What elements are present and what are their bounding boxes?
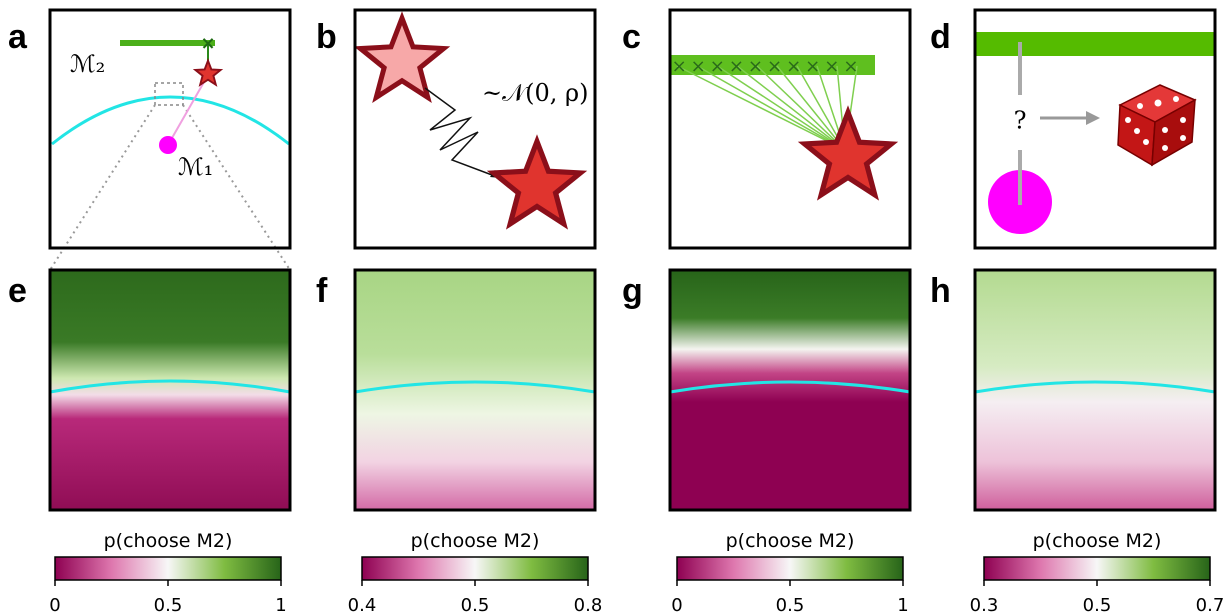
x-markers: ×××××××××× — [672, 56, 863, 77]
tick-label: 0.4 — [348, 595, 377, 614]
heatmap-h — [975, 270, 1215, 510]
noise-label: ~𝒩(0, ρ) — [482, 79, 588, 107]
question: ? — [1014, 107, 1027, 135]
x-marker: × — [200, 33, 215, 54]
colorbar-label: p(choose M2) — [1033, 530, 1162, 552]
tick-label: 1 — [897, 595, 908, 614]
zoom-box — [155, 83, 183, 105]
zoom-line — [50, 105, 155, 270]
tick-label: 0.5 — [1083, 595, 1112, 614]
zoom-line — [183, 105, 290, 270]
m1-dot — [159, 136, 177, 154]
arrowhead — [1086, 111, 1100, 125]
colorbar — [677, 557, 903, 580]
panel-label: f — [316, 272, 328, 310]
star — [195, 61, 220, 85]
tick-label: 0.8 — [574, 595, 603, 614]
colorbar — [362, 557, 588, 580]
panel-c: ×××××××××× — [670, 10, 910, 248]
panel-label: c — [622, 18, 641, 56]
panel-a: × ℳ₂ ℳ₁ — [50, 10, 290, 270]
m2-bar — [975, 32, 1215, 56]
panel-label: a — [8, 18, 28, 56]
heatmap — [50, 270, 290, 510]
star — [494, 142, 581, 224]
links — [677, 66, 857, 150]
tick-label: 0 — [49, 595, 60, 614]
m1-label: ℳ₁ — [178, 153, 213, 181]
tick-label: 1 — [275, 595, 286, 614]
heatmap-f — [355, 270, 595, 510]
panel-b: ~𝒩(0, ρ) — [355, 10, 595, 248]
star — [360, 18, 443, 97]
tick-label: 0.3 — [970, 595, 999, 614]
link — [168, 75, 208, 145]
heatmap — [975, 270, 1215, 510]
m2-label: ℳ₂ — [70, 50, 105, 78]
figure: a b c d e f g h × ℳ₂ ℳ₁ ~𝒩(0, ρ) — [0, 0, 1225, 614]
panel-frame — [670, 10, 910, 248]
colorbar — [55, 557, 281, 580]
colorbar — [984, 557, 1210, 580]
tick-label: 0.5 — [776, 595, 805, 614]
panel-label: h — [930, 272, 951, 310]
tick-label: 0.5 — [154, 595, 183, 614]
page: {"panel_labels": ["a", "b", "c", "d", "e… — [0, 0, 1225, 614]
panel-label: b — [316, 18, 337, 56]
heatmap — [355, 270, 595, 510]
colorbar-label: p(choose M2) — [104, 530, 233, 552]
heatmap-e — [50, 270, 290, 510]
tick-label: 0 — [671, 595, 682, 614]
tick-label: 0.7 — [1196, 595, 1225, 614]
dice — [1118, 85, 1195, 165]
heatmap — [670, 270, 910, 510]
panel-label: d — [930, 18, 951, 56]
tick-label: 0.5 — [461, 595, 490, 614]
colorbar-label: p(choose M2) — [411, 530, 540, 552]
panel-label: e — [8, 272, 27, 310]
colorbar-label: p(choose M2) — [726, 530, 855, 552]
panel-label: g — [622, 272, 643, 310]
panel-d: ? — [975, 10, 1215, 248]
heatmap-g — [670, 270, 910, 510]
